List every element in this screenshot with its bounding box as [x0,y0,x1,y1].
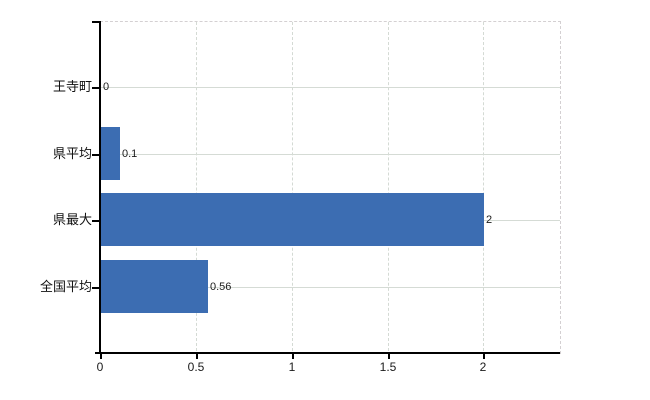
y-axis-tick [92,287,100,289]
plot-area-border [100,21,561,354]
x-axis-tick [483,354,485,359]
vertical-gridline [292,22,293,351]
x-tick-label: 0.5 [187,360,205,374]
vertical-gridline [388,22,389,351]
category-label: 県平均 [52,146,92,161]
category-gridline [100,154,560,155]
bar [101,260,208,313]
y-axis-tick [92,154,100,156]
bar [101,127,120,180]
category-gridline [100,87,560,88]
x-axis-line [95,352,560,354]
vertical-gridline [196,22,197,351]
bar [101,193,484,246]
bar-value-label: 0.56 [210,281,232,293]
x-axis-tick [388,354,390,359]
category-gridline [100,287,560,288]
y-axis-top-cap [92,21,100,23]
bar-value-label: 0.1 [122,148,138,160]
x-tick-label: 2 [479,360,487,374]
bar-value-label: 0 [103,81,110,93]
category-label: 県最大 [52,212,92,227]
x-tick-label: 0 [96,360,104,374]
bar-value-label: 2 [486,214,493,226]
y-axis-line [99,21,101,353]
x-tick-label: 1 [288,360,296,374]
x-axis-tick [196,354,198,359]
x-axis-tick [292,354,294,359]
y-axis-tick [92,220,100,222]
x-axis-tick [100,354,102,359]
y-axis-tick [92,87,100,89]
category-label: 全国平均 [39,279,92,294]
x-tick-label: 1.5 [379,360,397,374]
vertical-gridline [483,22,484,351]
category-label: 王寺町 [52,79,92,94]
